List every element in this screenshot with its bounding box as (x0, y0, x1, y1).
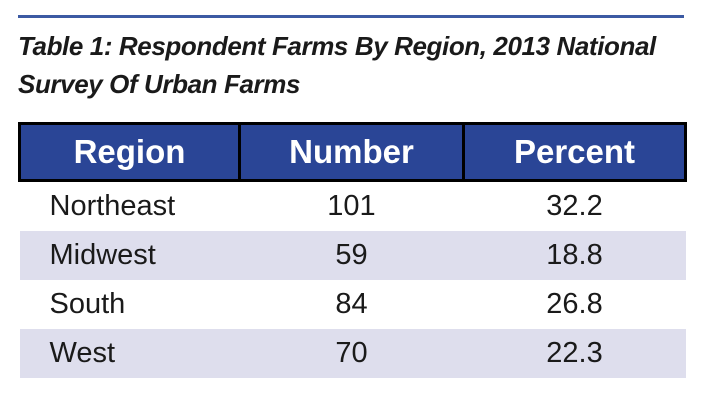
column-header-region: Region (18, 122, 241, 182)
table-caption: Table 1: Respondent Farms By Region, 201… (18, 27, 705, 103)
region-cell: Midwest (49, 239, 156, 271)
region-cell: West (49, 337, 116, 369)
region-cell: South (49, 288, 126, 320)
number-cell: 59 (335, 239, 368, 271)
respondent-farms-table: Region Number Percent Northeast 101 32.2… (18, 122, 687, 378)
caption-line-2: Survey Of Urban Farms (18, 69, 301, 99)
caption-rule (18, 15, 684, 18)
column-header-number: Number (238, 122, 465, 182)
table-row-west: West 70 22.3 (19, 329, 686, 378)
table-row-south: South 84 26.8 (20, 280, 686, 329)
table-row-midwest: Midwest 59 18.8 (19, 231, 686, 280)
table-body: Northeast 101 32.2 Midwest 59 18.8 South… (19, 181, 686, 378)
caption-line-1: Table 1: Respondent Farms By Region, 201… (18, 31, 656, 61)
number-cell: 84 (335, 288, 368, 320)
header-row: Region Number Percent (18, 122, 687, 182)
percent-cell: 18.8 (546, 239, 603, 271)
number-cell: 101 (327, 190, 376, 222)
table-header: Region Number Percent (18, 122, 687, 182)
region-cell: Northeast (49, 190, 176, 222)
percent-cell: 22.3 (546, 337, 603, 369)
table-row-northeast: Northeast 101 32.2 (20, 181, 686, 232)
percent-cell: 26.8 (546, 288, 603, 320)
number-cell: 70 (335, 337, 368, 369)
percent-cell: 32.2 (546, 190, 603, 222)
column-header-percent: Percent (462, 122, 687, 182)
